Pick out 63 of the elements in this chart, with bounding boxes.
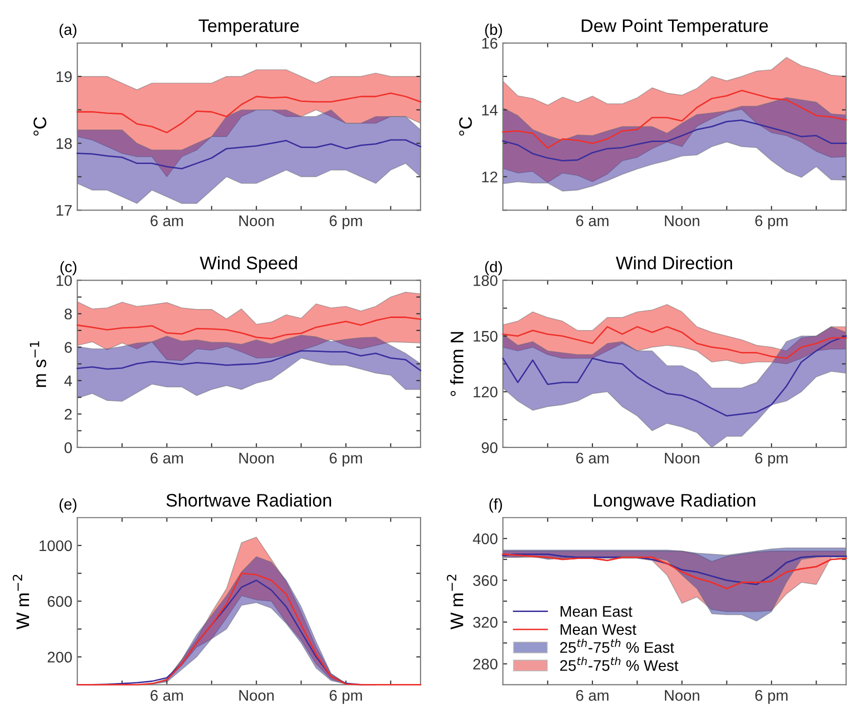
- x-tick-label: Noon: [239, 452, 274, 464]
- y-tick-label: 360: [473, 575, 498, 586]
- y-tick-label: 0: [64, 442, 72, 454]
- y-tick-label: 150: [474, 330, 498, 342]
- legend-label: 25$^{th}$-75$^{th}$ % East: [560, 638, 674, 653]
- x-tick-label: 6 pm: [330, 215, 362, 230]
- y-tick-label: 90: [482, 442, 498, 454]
- x-tick-label: 6 am: [576, 452, 608, 464]
- x-tick-label: 6 pm: [755, 452, 788, 467]
- y-tick-label: 2: [64, 408, 72, 420]
- y-tick-label: 16: [482, 38, 498, 49]
- chart-title: Temperature: [198, 19, 299, 36]
- x-tick-label: 6 am: [150, 452, 183, 464]
- x-tick-label: 6 am: [150, 690, 183, 701]
- x-tick-label: 6 pm: [755, 215, 788, 230]
- x-tick-label: Noon: [664, 216, 700, 226]
- text: (f): [489, 498, 502, 513]
- x-tick-label: Noon: [239, 216, 274, 226]
- x-tick-label: 6 pm: [755, 690, 788, 704]
- y-tick-label: 19: [56, 71, 72, 82]
- x-tick-label: 6 pm: [330, 452, 362, 467]
- y-tick-label: 320: [473, 616, 498, 628]
- y-tick-label: 14: [482, 104, 498, 116]
- text: (b): [485, 24, 502, 38]
- y-tick-label: 400: [472, 533, 498, 544]
- chart-title: Wind Direction: [616, 256, 732, 270]
- y-tick-label: 6: [64, 342, 72, 353]
- chart-title: Wind Speed: [200, 256, 297, 273]
- legend-label: Mean West: [560, 624, 636, 635]
- y-axis-title: W m$^{−2}$: [446, 574, 464, 630]
- chart-title: Longwave Radiation: [594, 493, 756, 510]
- x-tick-label: 6 pm: [330, 690, 362, 704]
- x-tick-label: 6 am: [576, 215, 608, 226]
- y-tick-label: 10: [56, 275, 72, 286]
- chart-title: Dew Point Temperature: [582, 18, 768, 36]
- y-axis-title: °C: [459, 117, 472, 136]
- x-tick-label: 6 am: [576, 690, 608, 701]
- y-tick-label: 120: [474, 386, 498, 398]
- y-axis-title: ° from N: [450, 332, 464, 396]
- legend-label: 25$^{th}$-75$^{th}$ % West: [560, 656, 678, 671]
- y-tick-label: 4: [64, 376, 72, 386]
- text: (d): [485, 261, 502, 276]
- y-tick-label: 180: [474, 275, 498, 286]
- chart-title: Shortwave Radiation: [166, 493, 332, 507]
- y-tick-label: 1000: [40, 540, 72, 552]
- y-tick-label: 600: [48, 596, 72, 607]
- y-tick-label: 8: [64, 308, 72, 320]
- y-tick-label: 17: [56, 205, 72, 216]
- y-tick-label: 18: [56, 138, 72, 149]
- y-tick-label: 12: [482, 172, 498, 182]
- text: (a): [60, 24, 76, 38]
- y-axis-title: m s$^{−1}$: [30, 341, 46, 387]
- text: (c): [60, 261, 76, 276]
- y-axis-title: °C: [34, 117, 46, 136]
- x-tick-label: 6 am: [150, 215, 183, 226]
- y-tick-label: 200: [48, 652, 72, 663]
- text: (e): [60, 498, 76, 513]
- x-tick-label: Noon: [664, 690, 700, 701]
- x-tick-label: Noon: [664, 452, 700, 464]
- y-tick-label: 280: [473, 658, 498, 670]
- y-axis-title: W m$^{−2}$: [12, 574, 30, 630]
- x-tick-label: Noon: [239, 690, 274, 701]
- legend-label: Mean East: [560, 606, 632, 617]
